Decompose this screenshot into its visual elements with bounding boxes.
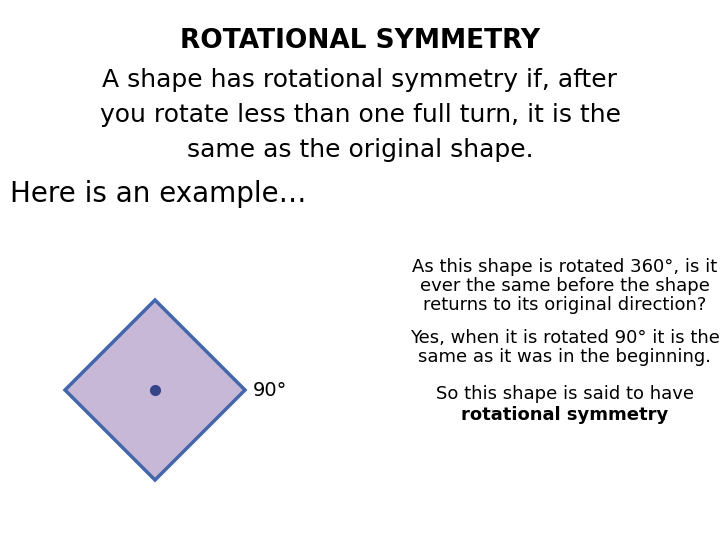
- Text: rotational symmetry: rotational symmetry: [462, 406, 669, 424]
- Polygon shape: [65, 300, 245, 480]
- Text: you rotate less than one full turn, it is the: you rotate less than one full turn, it i…: [99, 103, 621, 127]
- Text: .: .: [660, 406, 666, 424]
- Text: same as it was in the beginning.: same as it was in the beginning.: [418, 348, 711, 366]
- Text: ROTATIONAL SYMMETRY: ROTATIONAL SYMMETRY: [180, 28, 540, 54]
- Text: A shape has rotational symmetry if, after: A shape has rotational symmetry if, afte…: [102, 68, 618, 92]
- Text: So this shape is said to have: So this shape is said to have: [436, 385, 694, 403]
- Text: returns to its original direction?: returns to its original direction?: [423, 296, 707, 314]
- Text: ever the same before the shape: ever the same before the shape: [420, 277, 710, 295]
- Text: Yes, when it is rotated 90° it is the: Yes, when it is rotated 90° it is the: [410, 329, 720, 347]
- Text: same as the original shape.: same as the original shape.: [186, 138, 534, 162]
- Text: Here is an example…: Here is an example…: [10, 180, 307, 208]
- Text: As this shape is rotated 360°, is it: As this shape is rotated 360°, is it: [413, 258, 718, 276]
- Text: 90°: 90°: [253, 381, 287, 400]
